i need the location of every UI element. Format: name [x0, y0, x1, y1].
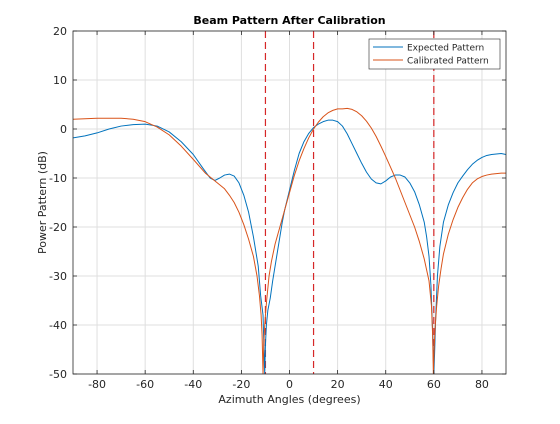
x-tick-label: 40 — [379, 378, 393, 391]
legend-entry: Expected Pattern — [407, 44, 484, 54]
chart-title: Beam Pattern After Calibration — [193, 14, 385, 27]
series-line-calibrated — [73, 107, 506, 374]
y-tick-label: 10 — [53, 74, 67, 87]
x-axis-label: Azimuth Angles (degrees) — [218, 393, 360, 406]
y-axis-label: Power Pattern (dB) — [36, 151, 49, 254]
x-tick-label: 20 — [331, 378, 345, 391]
y-tick-label: 0 — [60, 123, 67, 136]
legend: Expected Pattern Calibrated Pattern — [368, 38, 501, 70]
x-tick-label: 0 — [286, 378, 293, 391]
x-tick-label: -20 — [232, 378, 250, 391]
legend-entry: Calibrated Pattern — [407, 57, 489, 67]
legend-box — [368, 38, 501, 70]
y-tick-label: -50 — [49, 368, 67, 381]
marker-lines — [264, 31, 435, 374]
series-layer — [73, 107, 506, 374]
x-tick-label: 60 — [427, 378, 441, 391]
axis-ticks: -80 -60 -40 -20 0 20 40 60 80 20 10 0 -10 -20 -30 -40 -5… — [49, 25, 506, 391]
y-tick-label: -20 — [49, 221, 67, 234]
x-tick-label: -40 — [184, 378, 202, 391]
series-line-expected — [73, 119, 506, 374]
y-tick-label: -30 — [49, 270, 67, 283]
y-tick-label: -10 — [49, 172, 67, 185]
x-tick-label: 80 — [475, 378, 489, 391]
x-tick-label: -80 — [88, 378, 106, 391]
y-tick-label: 20 — [53, 25, 67, 38]
x-tick-label: -60 — [136, 378, 154, 391]
y-tick-label: -40 — [49, 319, 67, 332]
